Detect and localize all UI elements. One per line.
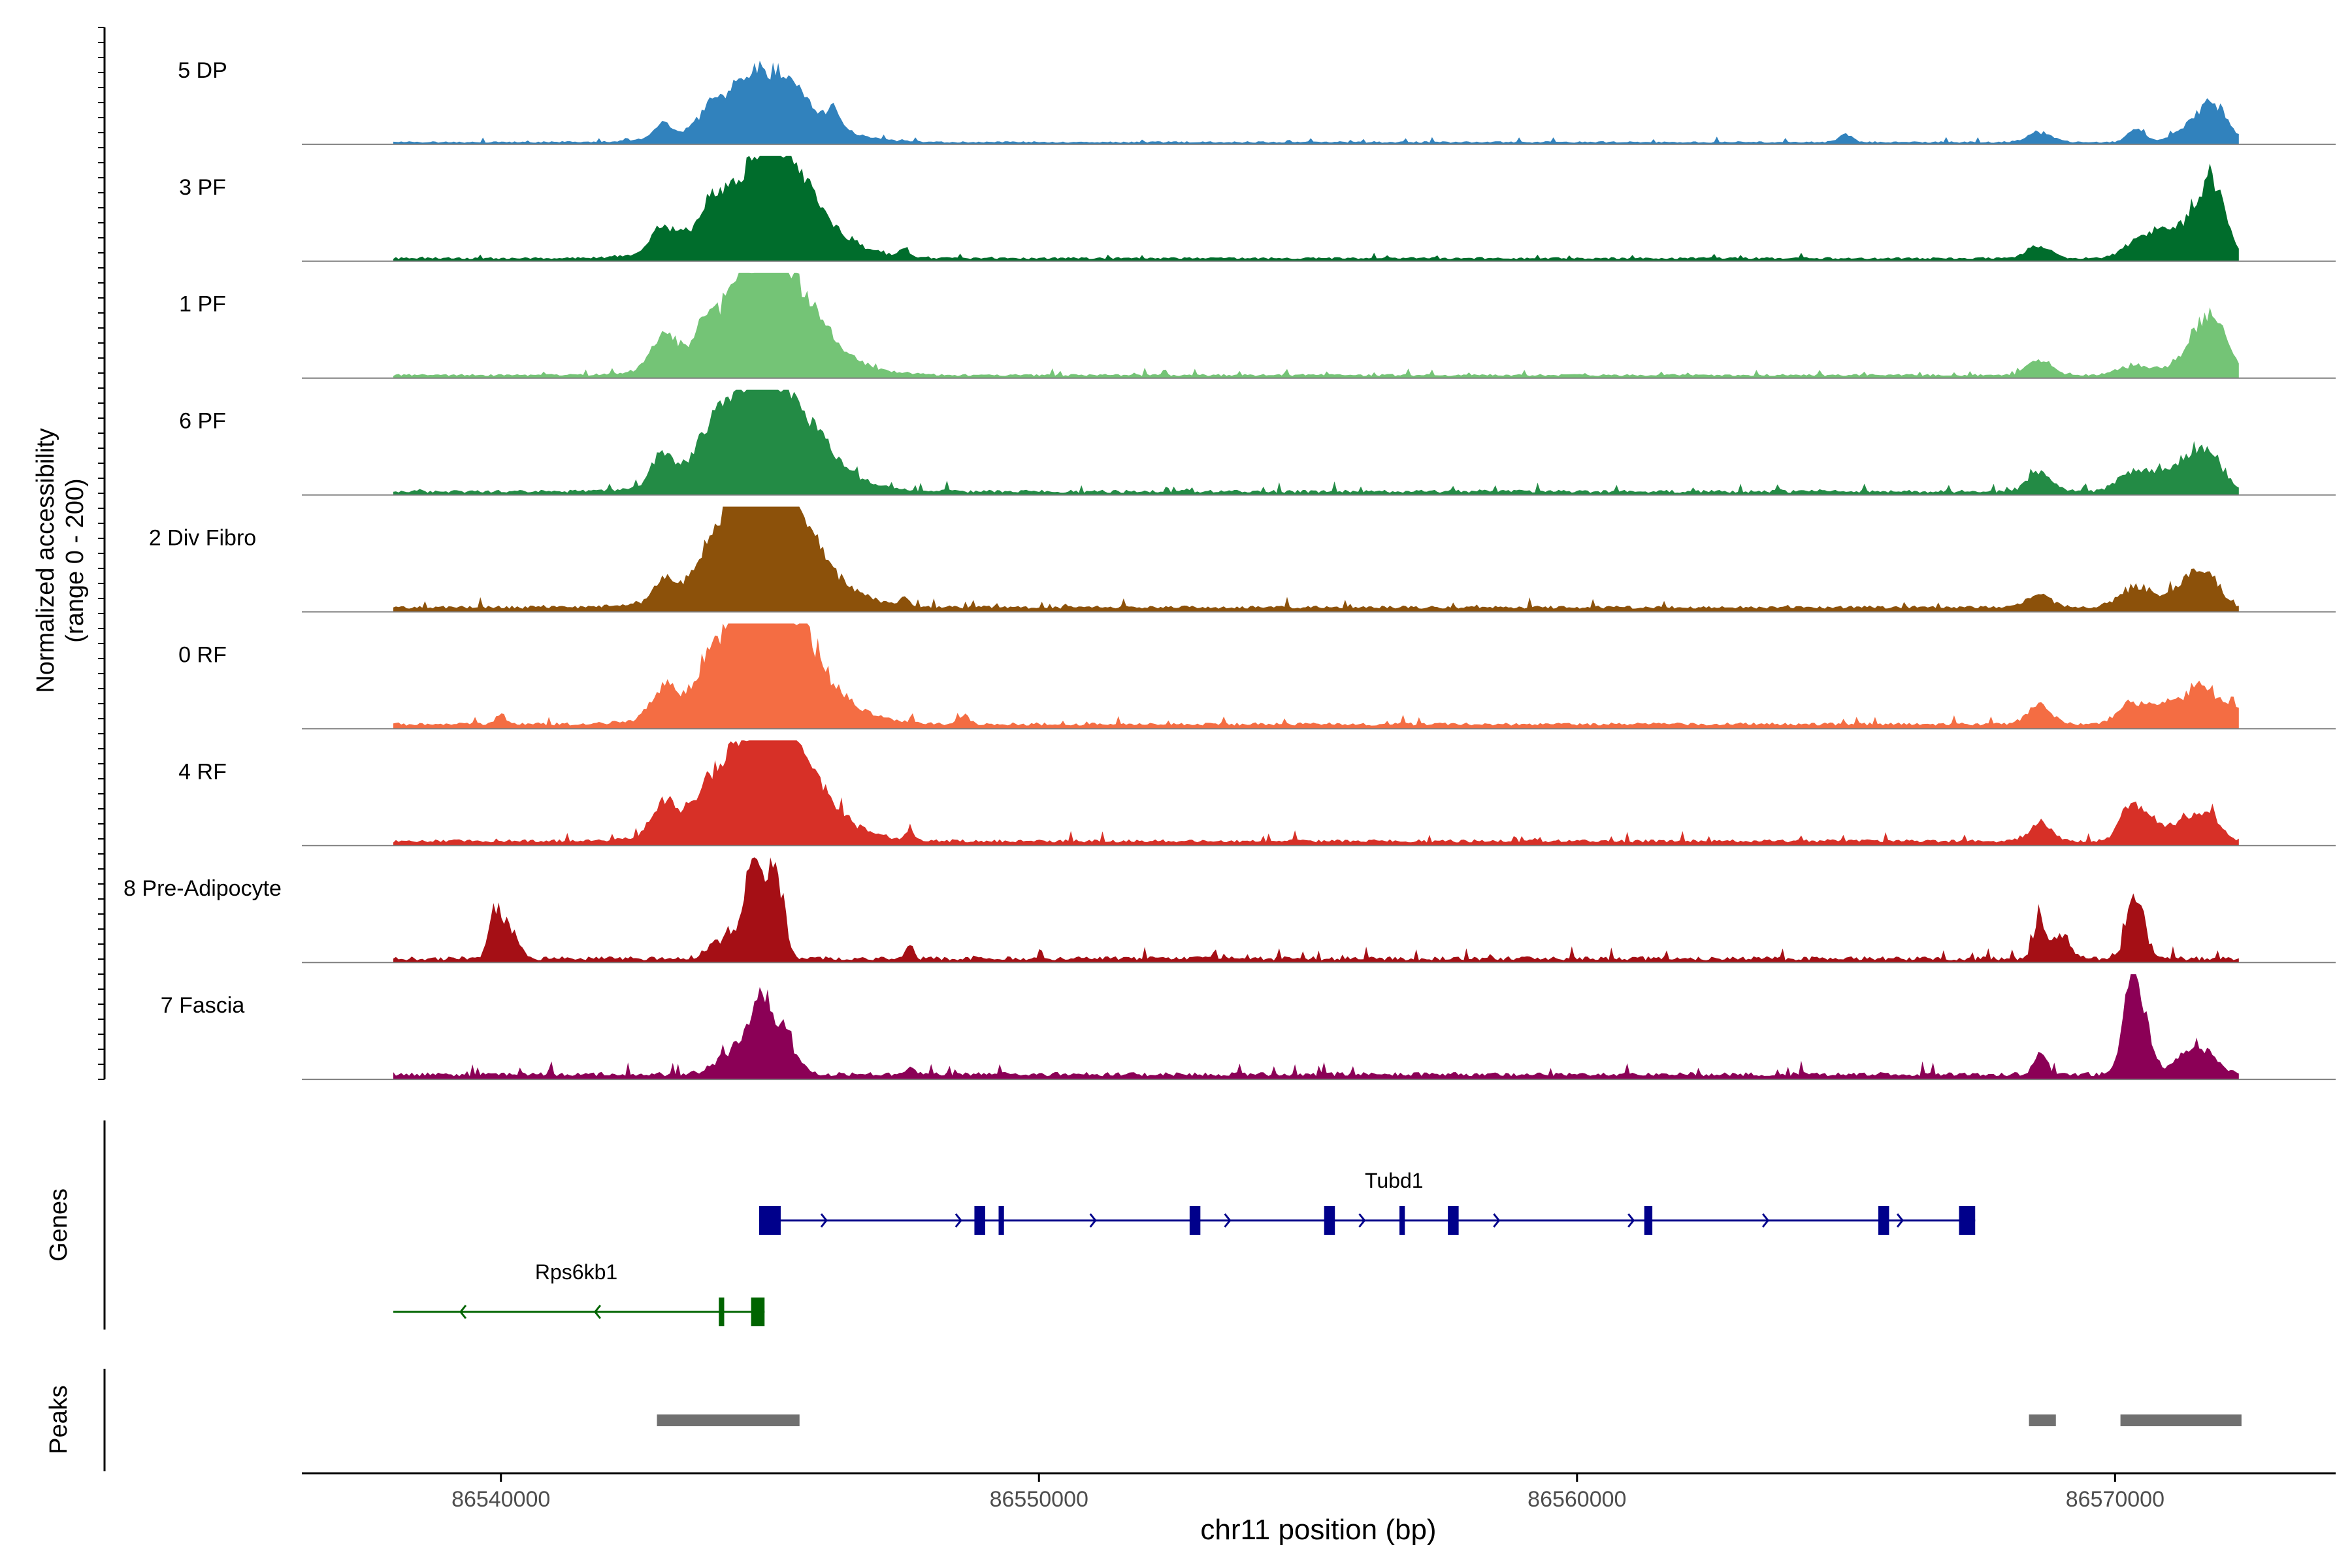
track-label: 1 PF: [179, 292, 226, 317]
y-axis-subtitle: (range 0 - 200): [61, 478, 89, 642]
strand-arrow: [1761, 1213, 1770, 1228]
exon: [1399, 1206, 1405, 1235]
gene-label: Tubd1: [1365, 1169, 1424, 1192]
peak-region: [2029, 1414, 2056, 1426]
exon: [1448, 1206, 1459, 1235]
x-tick-label: 86570000: [2066, 1487, 2164, 1512]
exon: [1878, 1206, 1889, 1235]
gene-model: Rps6kb1: [393, 1260, 765, 1326]
accessibility-y-axis: [98, 27, 106, 1080]
coverage-tracks: 5 DP 3 PF 1 PF 6 PF 2 Div Fibro 0 RF 4 RF 8 Pre…: [123, 58, 2336, 1081]
track-label: 6 PF: [179, 409, 226, 434]
exon: [1324, 1206, 1335, 1235]
peaks-panel-label: Peaks: [45, 1385, 73, 1454]
track-label: 4 RF: [178, 759, 227, 784]
strand-arrow: [1627, 1213, 1635, 1228]
strand-arrow: [955, 1213, 962, 1228]
x-tick-label: 86540000: [451, 1487, 550, 1512]
coverage-area: [393, 60, 2239, 144]
peak-regions: [657, 1414, 2242, 1426]
strand-arrow: [593, 1305, 602, 1319]
coverage-track: 6 PF: [179, 389, 2336, 496]
coverage-area: [393, 623, 2239, 729]
coverage-track: 2 Div Fibro: [149, 506, 2336, 613]
coverage-area: [393, 974, 2239, 1080]
genes-panel-label: Genes: [45, 1188, 73, 1262]
coverage-track: 5 DP: [178, 58, 2336, 145]
gene-annotations: Tubd1 Rps6kb1: [393, 1169, 1976, 1326]
strand-arrow: [1224, 1213, 1232, 1228]
coverage-area: [393, 857, 2239, 963]
coverage-area: [393, 389, 2239, 495]
x-axis-title: chr11 position (bp): [1200, 1514, 1436, 1546]
strand-arrow: [1089, 1213, 1097, 1228]
peak-region: [657, 1414, 800, 1426]
coverage-track: 8 Pre-Adipocyte: [123, 857, 2336, 964]
track-label: 7 Fascia: [161, 993, 245, 1018]
coverage-track: 0 RF: [178, 623, 2336, 730]
exon: [998, 1206, 1004, 1235]
exon: [1644, 1206, 1653, 1235]
coverage-area: [393, 155, 2239, 261]
exon: [751, 1298, 765, 1326]
track-label: 0 RF: [178, 642, 227, 667]
coverage-area: [393, 506, 2239, 612]
exon: [759, 1206, 781, 1235]
coverage-track: 1 PF: [179, 272, 2336, 379]
track-label: 2 Div Fibro: [149, 526, 256, 551]
coverage-track: 4 RF: [178, 740, 2336, 847]
strand-arrow: [1358, 1213, 1366, 1228]
peak-region: [2120, 1414, 2242, 1426]
gene-label: Rps6kb1: [535, 1260, 617, 1284]
exon: [974, 1206, 985, 1235]
strand-arrow: [459, 1305, 467, 1319]
strand-arrow: [1896, 1213, 1904, 1228]
track-label: 5 DP: [178, 58, 227, 83]
x-tick-label: 86560000: [1527, 1487, 1626, 1512]
x-tick-label: 86550000: [990, 1487, 1088, 1512]
coverage-track: 3 PF: [179, 155, 2336, 262]
gene-model: Tubd1: [759, 1169, 1976, 1235]
exon: [1189, 1206, 1201, 1235]
y-axis-title: Normalized accessibility: [32, 428, 59, 693]
exon: [719, 1298, 725, 1326]
track-label: 3 PF: [179, 175, 226, 200]
track-label: 8 Pre-Adipocyte: [123, 876, 282, 901]
strand-arrow: [820, 1213, 828, 1228]
coverage-track: 7 Fascia: [161, 974, 2336, 1081]
x-axis-ticks: 86540000 86550000 86560000 86570000: [451, 1473, 2164, 1512]
strand-arrow: [1493, 1213, 1501, 1228]
coverage-area: [393, 740, 2239, 846]
exon: [1959, 1206, 1976, 1235]
coverage-area: [393, 272, 2239, 378]
